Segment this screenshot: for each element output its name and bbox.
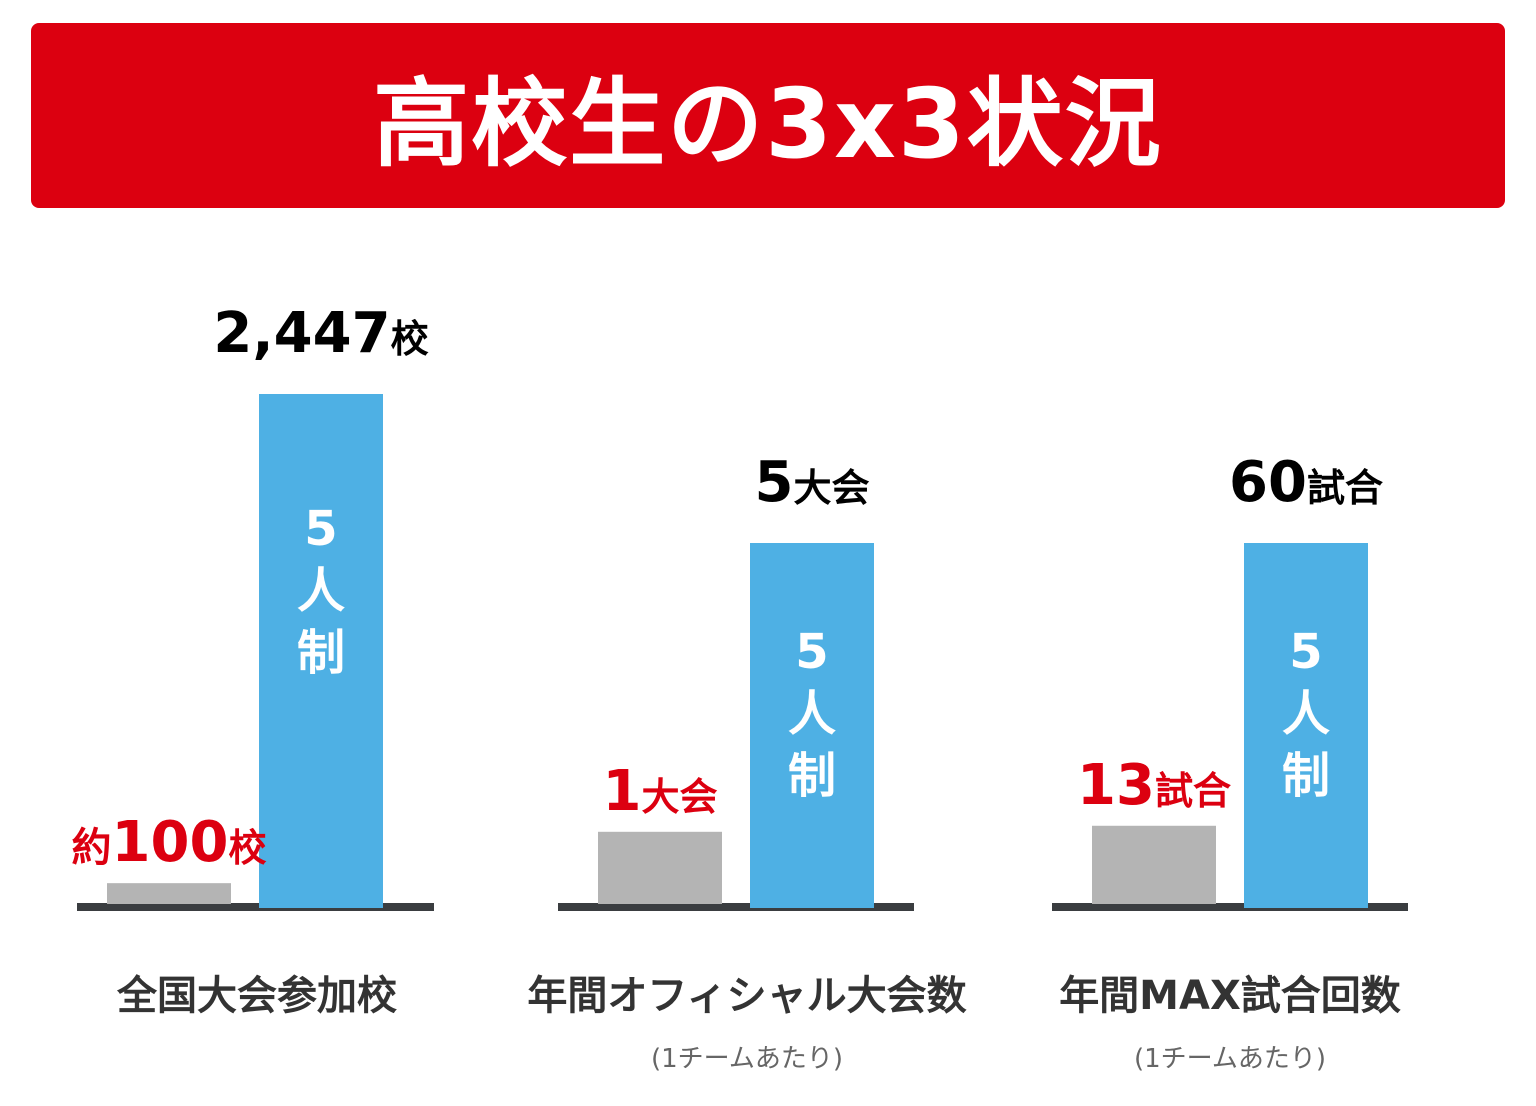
value-unit: 校 — [391, 317, 429, 361]
bar-inner-text: 5 — [304, 501, 337, 557]
value-label-5on5: 2,447校 — [213, 301, 428, 366]
chart-baseline — [558, 903, 914, 911]
bar-inner-text: 5 — [795, 624, 828, 680]
chart-national-schools: 5 人制 2,447校 約100校 全国大会参加校 — [62, 230, 452, 1106]
bar-inner-text: 5 — [1289, 624, 1322, 680]
bar-5on5 — [259, 394, 383, 908]
chart-xlabel: 年間オフィシャル大会数 — [527, 973, 967, 1019]
value-unit: 校 — [228, 826, 266, 870]
bar-inner-text: 人 — [1282, 686, 1330, 742]
value-label-3x3: 13試合 — [1077, 753, 1231, 818]
bar-5on5 — [1244, 543, 1368, 908]
chart-xlabel: 年間MAX試合回数 — [1059, 973, 1401, 1019]
value-number: 13 — [1077, 753, 1155, 818]
value-prefix: 約 — [72, 825, 112, 871]
bar-5on5 — [750, 543, 874, 908]
value-unit: 試合 — [1307, 466, 1383, 510]
value-label-5on5: 60試合 — [1229, 450, 1383, 515]
bar-inner-text: 人 — [788, 686, 836, 742]
chart-official-tournaments: 5 人制 5大会 1大会 年間オフィシャル大会数 (1チームあたり) — [512, 230, 982, 1106]
chart-subtitle: (1チームあたり) — [1133, 1044, 1327, 1074]
value-number: 2,447 — [213, 301, 390, 366]
chart-xlabel: 全国大会参加校 — [117, 973, 397, 1019]
chart-baseline — [1052, 903, 1408, 911]
bar-inner-text: 制 — [788, 748, 836, 804]
bar-3x3 — [107, 883, 231, 904]
page-title: 高校生の3x3状況 — [373, 68, 1163, 180]
value-unit: 大会 — [641, 775, 717, 819]
value-unit: 試合 — [1155, 769, 1231, 813]
bar-3x3 — [598, 831, 722, 904]
value-number: 60 — [1229, 450, 1307, 515]
title-banner: 高校生の3x3状況 — [31, 23, 1505, 208]
value-label-3x3: 1大会 — [603, 759, 718, 824]
bar-inner-text: 制 — [297, 625, 345, 681]
chart-subtitle: (1チームあたり) — [650, 1044, 844, 1074]
value-label-3x3: 約100校 — [72, 810, 267, 875]
bar-inner-text: 制 — [1282, 748, 1330, 804]
value-label-5on5: 5大会 — [755, 450, 870, 515]
value-number: 1 — [603, 759, 642, 824]
chart-max-games: 5 人制 60試合 13試合 年間MAX試合回数 (1チームあたり) — [1030, 230, 1430, 1106]
bar-3x3 — [1092, 825, 1216, 904]
chart-baseline — [77, 903, 434, 911]
value-unit: 大会 — [793, 466, 869, 510]
value-number: 100 — [112, 810, 229, 875]
bar-inner-text: 人 — [297, 563, 345, 619]
value-number: 5 — [755, 450, 794, 515]
